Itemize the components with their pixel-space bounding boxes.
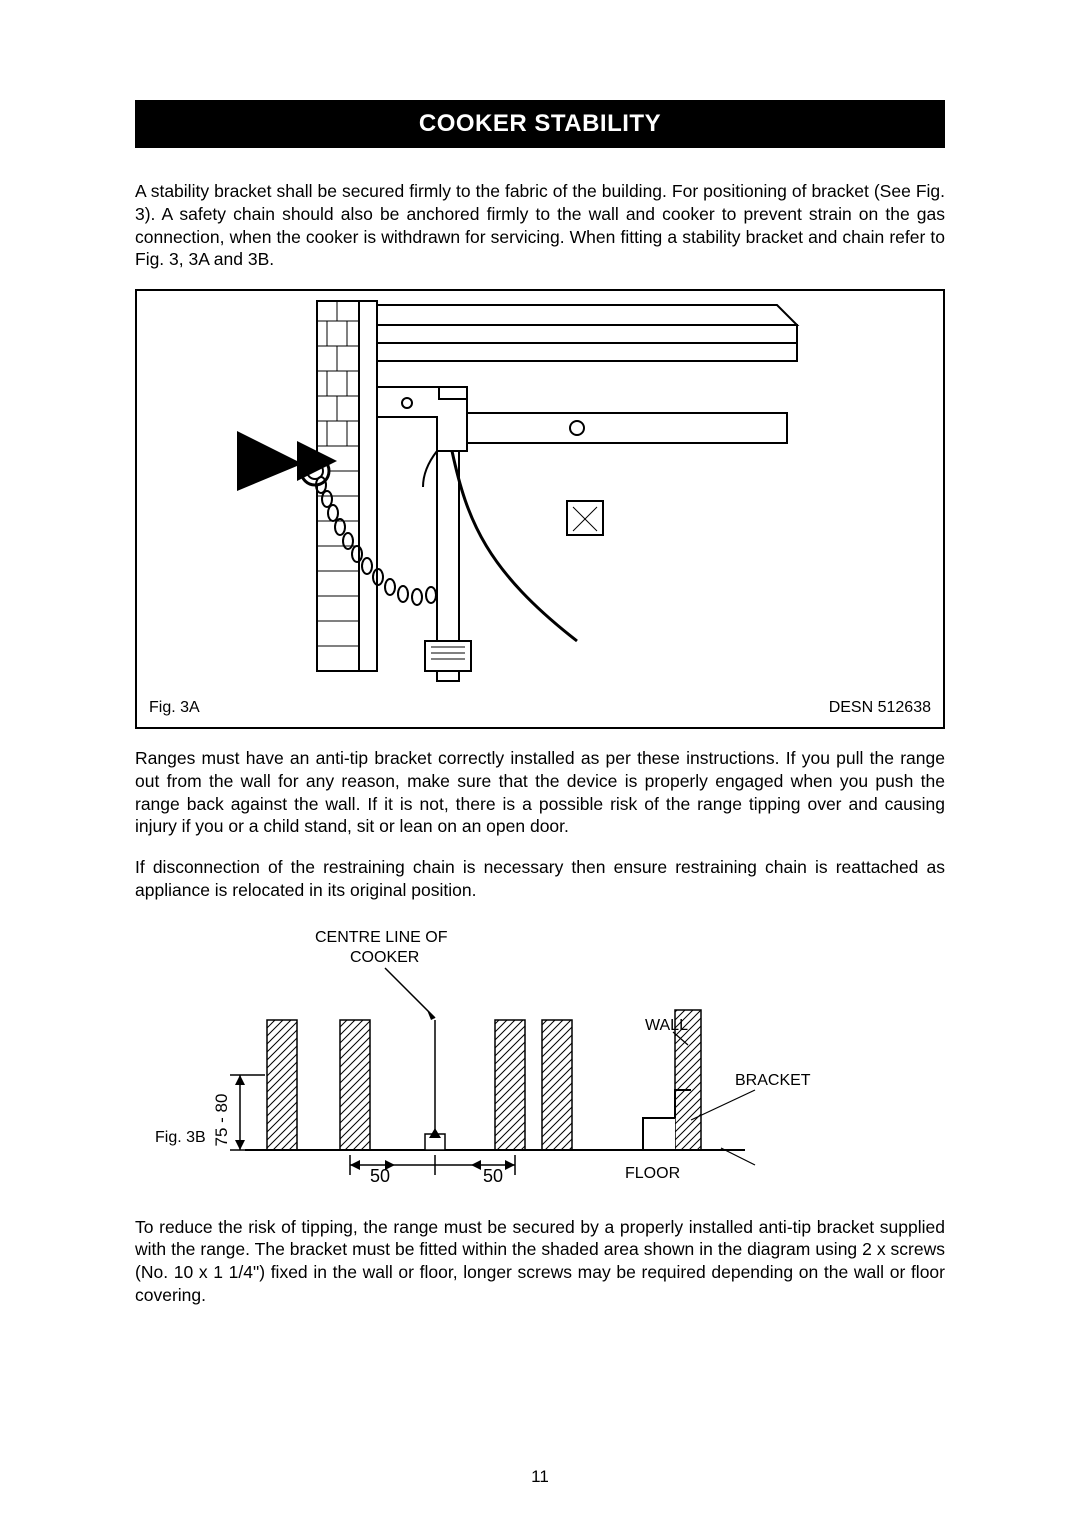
figure-3a-caption: Fig. 3A: [149, 699, 200, 717]
section-title: COOKER STABILITY: [419, 110, 661, 137]
document-page: COOKER STABILITY A stability bracket sha…: [0, 0, 1080, 1527]
figure-3a-illustration: [137, 291, 943, 727]
label-wall: WALL: [645, 1017, 688, 1034]
label-bracket: BRACKET: [735, 1072, 811, 1089]
intro-paragraph-block: A stability bracket shall be secured fir…: [135, 180, 945, 271]
figure-3b-illustration: CENTRE LINE OF COOKER: [135, 920, 945, 1210]
label-centre-line-2: COOKER: [350, 949, 419, 966]
figure-3a-desn: DESN 512638: [829, 699, 931, 717]
dim-50-left: 50: [370, 1166, 390, 1186]
paragraph-2: Ranges must have an anti-tip bracket cor…: [135, 747, 945, 838]
section-title-bar: COOKER STABILITY: [135, 100, 945, 148]
figure-3a-box: Fig. 3A DESN 512638: [135, 289, 945, 729]
mid-paragraph-block: Ranges must have an anti-tip bracket cor…: [135, 747, 945, 902]
paragraph-1: A stability bracket shall be secured fir…: [135, 180, 945, 271]
dim-75-80: 75 - 80: [212, 1093, 231, 1146]
figure-3b-caption: Fig. 3B: [155, 1129, 206, 1146]
dim-50-right: 50: [483, 1166, 503, 1186]
paragraph-3: If disconnection of the restraining chai…: [135, 856, 945, 902]
label-floor: FLOOR: [625, 1165, 680, 1182]
label-centre-line-1: CENTRE LINE OF: [315, 929, 448, 946]
paragraph-4: To reduce the risk of tipping, the range…: [135, 1216, 945, 1307]
page-number: 11: [0, 1467, 1080, 1487]
bottom-paragraph-block: To reduce the risk of tipping, the range…: [135, 1216, 945, 1307]
figure-3b-diagram: CENTRE LINE OF COOKER: [135, 920, 945, 1210]
